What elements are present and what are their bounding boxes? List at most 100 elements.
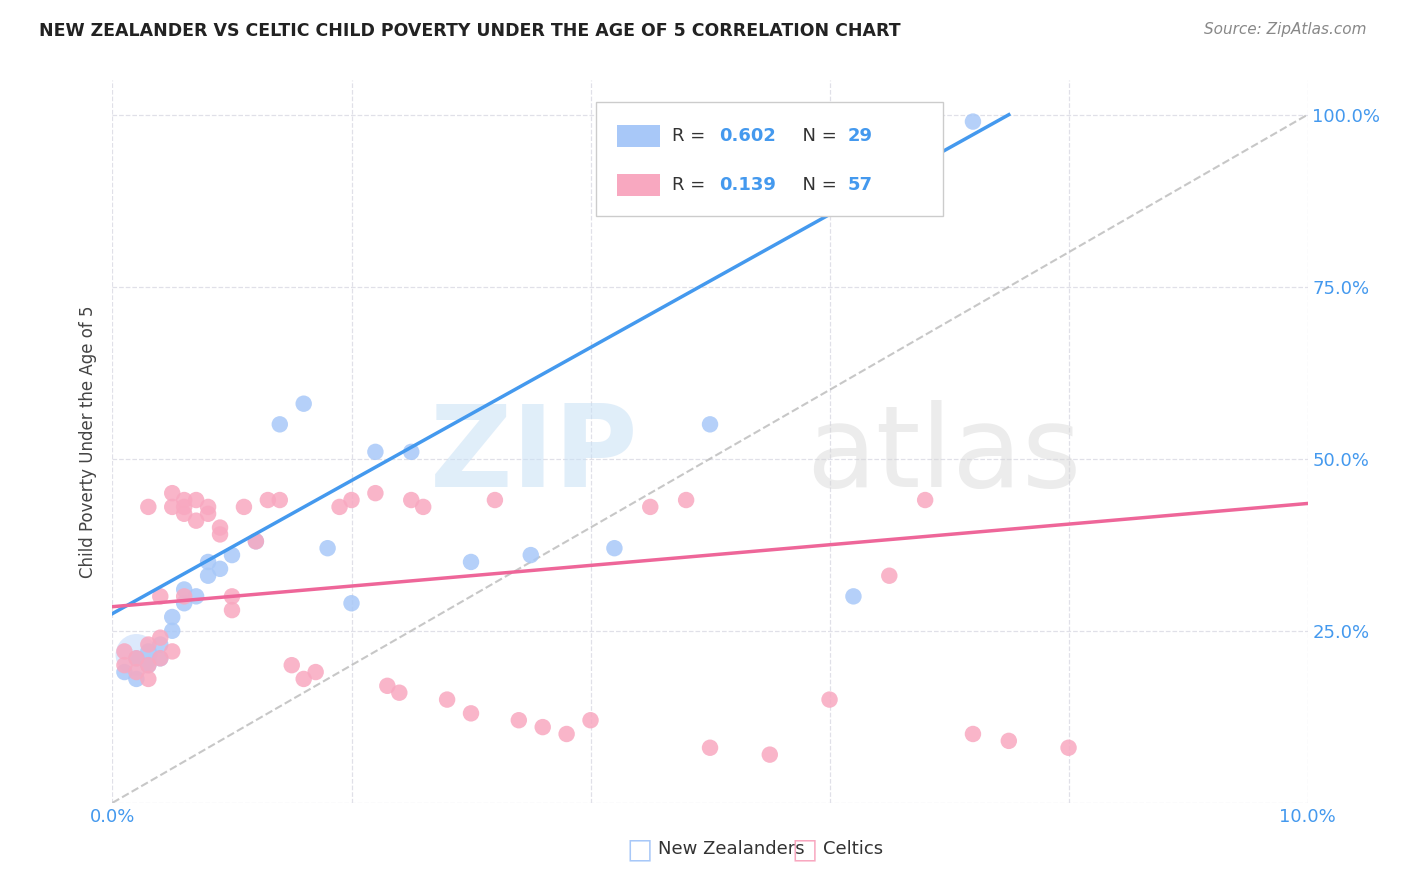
Point: [125, 672, 148, 686]
Point: [209, 527, 232, 541]
Point: [197, 555, 219, 569]
Point: [138, 500, 160, 514]
Point: [436, 692, 458, 706]
Text: NEW ZEALANDER VS CELTIC CHILD POVERTY UNDER THE AGE OF 5 CORRELATION CHART: NEW ZEALANDER VS CELTIC CHILD POVERTY UN…: [39, 22, 901, 40]
Text: 57: 57: [848, 176, 873, 194]
Point: [221, 603, 243, 617]
Point: [520, 548, 543, 562]
Text: atlas: atlas: [806, 401, 1081, 511]
Point: [340, 596, 363, 610]
Point: [675, 493, 697, 508]
Point: [305, 665, 328, 679]
Point: [699, 417, 721, 432]
Point: [197, 500, 219, 514]
Point: [388, 686, 411, 700]
Point: [292, 672, 315, 686]
Point: [162, 500, 183, 514]
Point: [173, 507, 195, 521]
Point: [114, 665, 135, 679]
Point: [173, 596, 195, 610]
Point: [364, 486, 387, 500]
Point: [197, 568, 219, 582]
Point: [699, 740, 721, 755]
Point: [531, 720, 554, 734]
Point: [209, 520, 232, 534]
Point: [186, 514, 208, 528]
Text: 29: 29: [848, 127, 873, 145]
Point: [879, 568, 901, 582]
Point: [842, 590, 865, 604]
Point: [401, 493, 423, 508]
Point: [269, 417, 291, 432]
Text: ZIP: ZIP: [430, 401, 638, 511]
Point: [269, 493, 291, 508]
Point: [998, 734, 1021, 748]
Y-axis label: Child Poverty Under the Age of 5: Child Poverty Under the Age of 5: [79, 305, 97, 578]
Text: Source: ZipAtlas.com: Source: ZipAtlas.com: [1204, 22, 1367, 37]
Point: [292, 397, 315, 411]
Point: [377, 679, 399, 693]
Point: [138, 658, 160, 673]
Bar: [617, 174, 659, 196]
Text: □: □: [627, 835, 652, 863]
Text: New Zealanders: New Zealanders: [658, 840, 804, 858]
Point: [197, 507, 219, 521]
Text: R =: R =: [672, 176, 711, 194]
Point: [149, 638, 172, 652]
Point: [138, 638, 160, 652]
Point: [603, 541, 626, 556]
FancyBboxPatch shape: [596, 102, 943, 216]
Point: [329, 500, 352, 514]
Point: [173, 582, 195, 597]
Point: [281, 658, 304, 673]
Point: [233, 500, 256, 514]
Point: [125, 665, 148, 679]
Point: [460, 555, 482, 569]
Point: [221, 590, 243, 604]
Text: N =: N =: [792, 176, 842, 194]
Point: [962, 114, 984, 128]
Point: [401, 445, 423, 459]
Point: [221, 548, 243, 562]
Point: [114, 658, 135, 673]
Point: [640, 500, 662, 514]
Point: [125, 648, 148, 662]
Text: 0.139: 0.139: [720, 176, 776, 194]
Point: [149, 651, 172, 665]
Point: [818, 692, 841, 706]
Point: [162, 610, 183, 624]
Point: [257, 493, 280, 508]
Point: [1057, 740, 1080, 755]
Point: [340, 493, 363, 508]
Point: [460, 706, 482, 721]
Point: [186, 493, 208, 508]
Bar: [617, 125, 659, 147]
Text: Celtics: Celtics: [823, 840, 883, 858]
Point: [162, 624, 183, 638]
Point: [508, 713, 530, 727]
Point: [149, 631, 172, 645]
Point: [245, 534, 267, 549]
Point: [138, 644, 160, 658]
Point: [173, 500, 195, 514]
Point: [555, 727, 578, 741]
Point: [173, 590, 195, 604]
Point: [162, 486, 183, 500]
Point: [173, 493, 195, 508]
Point: [412, 500, 434, 514]
Point: [125, 651, 148, 665]
Text: 0.602: 0.602: [720, 127, 776, 145]
Text: R =: R =: [672, 127, 711, 145]
Point: [316, 541, 339, 556]
Point: [138, 658, 160, 673]
Text: □: □: [792, 835, 817, 863]
Point: [364, 445, 387, 459]
Point: [125, 651, 148, 665]
Point: [149, 651, 172, 665]
Point: [579, 713, 602, 727]
Point: [114, 644, 135, 658]
Point: [186, 590, 208, 604]
Point: [914, 493, 936, 508]
Point: [962, 727, 984, 741]
Point: [138, 672, 160, 686]
